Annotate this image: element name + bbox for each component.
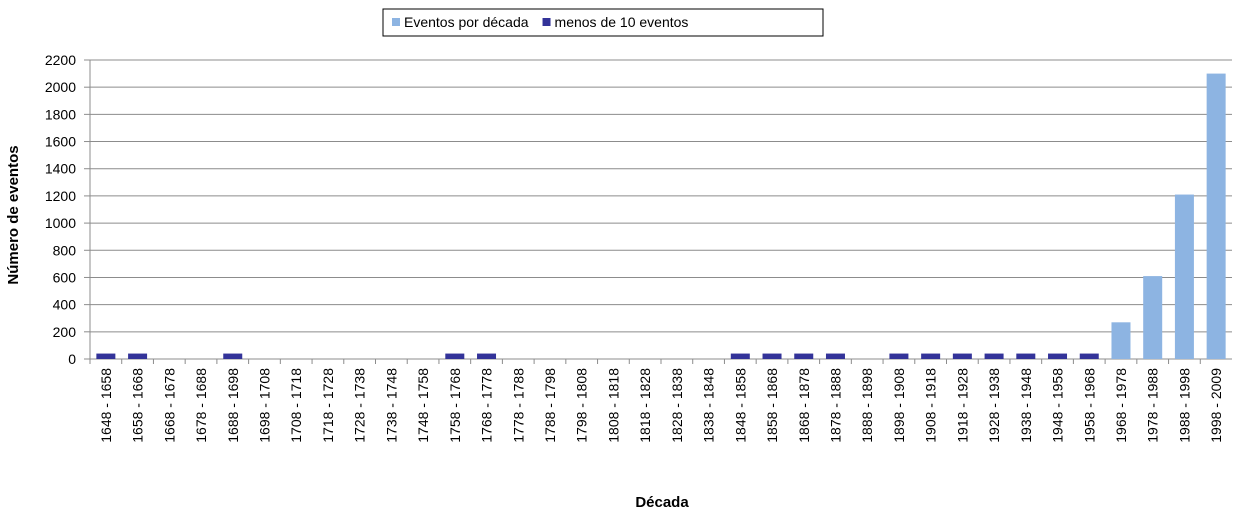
y-tick-label: 200: [53, 324, 77, 340]
x-tick-label: 1878 - 1888: [827, 368, 843, 443]
y-tick-label: 1200: [45, 188, 76, 204]
x-tick-label: 1968 - 1978: [1113, 368, 1129, 443]
y-tick-label: 800: [53, 242, 77, 258]
y-tick-label: 2200: [45, 52, 76, 68]
x-tick-label: 1738 - 1748: [383, 368, 399, 443]
x-tick-label: 1848 - 1858: [732, 368, 748, 443]
x-tick-label: 1948 - 1958: [1050, 368, 1066, 443]
y-tick-label: 1000: [45, 215, 76, 231]
x-tick-label: 1918 - 1928: [954, 368, 970, 443]
y-tick-label: 400: [53, 297, 77, 313]
bar: [952, 353, 972, 359]
x-tick-label: 1868 - 1878: [796, 368, 812, 443]
bar: [825, 353, 845, 359]
x-tick-label: 1858 - 1868: [764, 368, 780, 443]
y-tick-label: 1800: [45, 106, 76, 122]
x-tick-label: 1798 - 1808: [574, 368, 590, 443]
x-axis-label: Década: [635, 494, 689, 511]
y-tick-label: 1600: [45, 134, 76, 150]
y-tick-label: 2000: [45, 79, 76, 95]
x-tick-label: 1988 - 1998: [1176, 368, 1192, 443]
x-tick-label: 1668 - 1678: [161, 368, 177, 443]
x-tick-label: 1748 - 1758: [415, 368, 431, 443]
bar: [889, 353, 909, 359]
bar: [730, 353, 750, 359]
legend-label: Eventos por década: [404, 14, 529, 30]
bar: [223, 353, 243, 359]
bar: [762, 353, 782, 359]
x-tick-label: 1708 - 1718: [288, 368, 304, 443]
legend-box: [382, 8, 824, 37]
bar: [128, 353, 148, 359]
bar: [984, 353, 1004, 359]
bar: [1048, 353, 1068, 359]
x-tick-label: 1718 - 1728: [320, 368, 336, 443]
x-tick-label: 1778 - 1788: [510, 368, 526, 443]
bar: [794, 353, 814, 359]
legend-swatch: [392, 18, 400, 26]
bar: [477, 353, 497, 359]
y-tick-label: 0: [68, 351, 76, 367]
bar: [921, 353, 941, 359]
bar: [1111, 322, 1131, 359]
x-tick-label: 1688 - 1698: [225, 368, 241, 443]
x-tick-label: 1648 - 1658: [98, 368, 114, 443]
bar: [1079, 353, 1099, 359]
x-tick-label: 1698 - 1708: [256, 368, 272, 443]
x-tick-label: 1788 - 1798: [542, 368, 558, 443]
x-tick-label: 1978 - 1988: [1145, 368, 1161, 443]
bar: [1143, 276, 1163, 359]
x-tick-label: 1908 - 1918: [923, 368, 939, 443]
x-tick-label: 1728 - 1738: [352, 368, 368, 443]
x-tick-label: 1898 - 1908: [891, 368, 907, 443]
bar: [1174, 194, 1194, 359]
y-tick-label: 600: [53, 269, 77, 285]
bar: [96, 353, 116, 359]
bar: [1206, 73, 1226, 359]
x-tick-label: 1828 - 1838: [669, 368, 685, 443]
x-tick-label: 1888 - 1898: [859, 368, 875, 443]
legend-label: menos de 10 eventos: [555, 14, 689, 30]
x-tick-label: 1938 - 1948: [1018, 368, 1034, 443]
x-tick-label: 1768 - 1778: [479, 368, 495, 443]
y-axis-label: Número de eventos: [5, 145, 22, 284]
y-tick-label: 1400: [45, 161, 76, 177]
x-tick-label: 1808 - 1818: [605, 368, 621, 443]
x-tick-label: 1838 - 1848: [701, 368, 717, 443]
x-tick-label: 1998 - 2009: [1208, 368, 1224, 443]
x-tick-label: 1958 - 1968: [1081, 368, 1097, 443]
x-tick-label: 1678 - 1688: [193, 368, 209, 443]
legend-swatch: [542, 18, 551, 26]
bar: [445, 353, 465, 359]
x-tick-label: 1758 - 1768: [447, 368, 463, 443]
x-tick-label: 1928 - 1938: [986, 368, 1002, 443]
x-tick-label: 1818 - 1828: [637, 368, 653, 443]
bar: [1016, 353, 1036, 359]
x-tick-label: 1658 - 1668: [130, 368, 146, 443]
